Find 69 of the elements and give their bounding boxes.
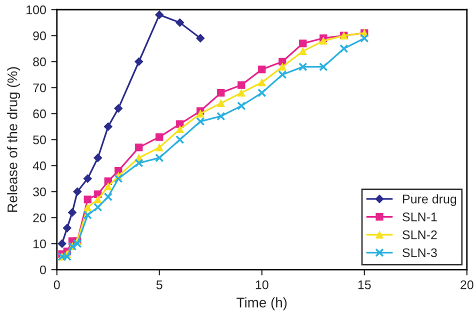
x-axis-title: Time (h) — [236, 297, 287, 310]
point — [278, 70, 287, 80]
point — [94, 196, 102, 204]
y-tick-label: 100 — [26, 5, 46, 14]
point — [217, 99, 225, 108]
y-tick-label: 60 — [33, 109, 46, 118]
point — [299, 47, 307, 56]
y-tick-label: 70 — [33, 83, 46, 92]
point — [320, 37, 328, 45]
point — [237, 101, 246, 110]
point — [58, 239, 66, 248]
point — [238, 89, 246, 97]
point — [155, 153, 164, 162]
point — [62, 224, 72, 232]
legend-label: SLN-1 — [402, 212, 437, 222]
point — [217, 89, 225, 97]
point — [94, 154, 102, 162]
point — [156, 144, 164, 152]
legend-label: SLN-3 — [402, 248, 437, 258]
point — [104, 122, 112, 131]
x-tick-label: 5 — [156, 280, 162, 290]
point — [319, 62, 328, 72]
point — [176, 18, 184, 27]
point — [196, 34, 205, 43]
point — [176, 135, 184, 144]
point — [84, 203, 92, 212]
point — [114, 104, 123, 113]
point — [94, 202, 102, 212]
point — [155, 10, 164, 20]
point — [83, 174, 92, 183]
y-tick-label: 0 — [40, 265, 46, 274]
point — [104, 182, 112, 190]
point — [84, 196, 92, 204]
y-tick-label: 30 — [33, 187, 46, 196]
point — [360, 34, 369, 43]
point — [216, 112, 226, 121]
x-tick-label: 15 — [358, 280, 371, 290]
y-tick-label: 90 — [33, 31, 46, 40]
y-tick-label: 80 — [33, 57, 46, 66]
y-tick-label: 40 — [32, 161, 46, 170]
legend-label: SLN-2 — [402, 230, 437, 240]
y-tick-label: 50 — [33, 135, 46, 144]
point — [68, 208, 77, 217]
point — [258, 78, 266, 86]
point — [340, 44, 348, 54]
point — [156, 133, 164, 141]
x-tick-label: 0 — [54, 280, 60, 290]
point — [114, 174, 123, 184]
point — [298, 62, 308, 72]
point — [104, 192, 113, 202]
point — [258, 88, 266, 98]
y-tick-label: 10 — [34, 239, 46, 248]
point — [238, 81, 246, 89]
point — [134, 158, 144, 168]
point — [258, 66, 266, 74]
point — [134, 57, 144, 66]
point — [278, 63, 286, 71]
point — [176, 125, 184, 134]
y-tick-label: 20 — [33, 213, 46, 222]
point — [135, 144, 143, 152]
point — [83, 210, 92, 220]
point — [73, 187, 82, 196]
x-tick-label: 20 — [460, 280, 474, 290]
legend-label: Pure drug — [403, 194, 456, 206]
point — [196, 117, 205, 126]
x-tick-label: 10 — [256, 280, 268, 290]
y-axis-title: Release of the drug (%) — [7, 67, 20, 212]
point — [196, 110, 204, 118]
point — [299, 40, 307, 48]
